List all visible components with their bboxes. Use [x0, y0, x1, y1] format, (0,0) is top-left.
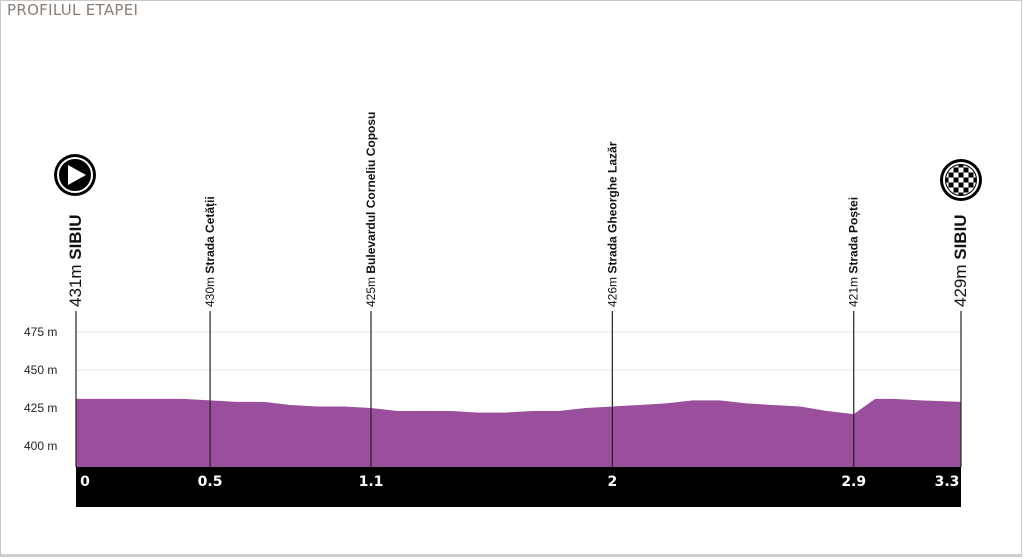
y-tick-label: 425 m	[24, 401, 57, 415]
waypoint-altitude: 421m	[847, 274, 861, 307]
waypoint-name: Bulevardul Corneliu Coposu	[364, 112, 378, 274]
waypoint-label: 430m Strada Cetății	[203, 196, 217, 307]
icon-ring	[943, 162, 979, 198]
checkered-flag	[946, 165, 976, 195]
waypoint-name: Strada Cetății	[203, 196, 217, 273]
x-tick-label: 2.9	[841, 474, 866, 490]
waypoint-label: 426m Strada Gheorghe Lazăr	[605, 141, 619, 307]
waypoint-label: 425m Bulevardul Corneliu Coposu	[364, 112, 378, 307]
y-tick-label: 400 m	[24, 439, 57, 453]
waypoint-altitude: 431m	[66, 260, 85, 307]
y-tick-label: 450 m	[24, 363, 57, 377]
start-icon	[54, 154, 96, 196]
waypoint-labels: 431m SIBIU 430m Strada Cetății 425m Buleva…	[66, 112, 970, 307]
icon-ring	[57, 157, 93, 193]
x-tick-label: 2	[607, 474, 617, 490]
x-axis-labels: 0 0.5 1.1 2 2.9 3.3	[80, 474, 959, 490]
x-tick-label: 1.1	[359, 474, 384, 490]
x-tick-label: 0	[80, 474, 90, 490]
waypoint-label: 421m Strada Poștei	[847, 197, 861, 307]
distance-bar	[76, 467, 961, 507]
waypoint-lines	[75, 311, 962, 467]
waypoint-altitude: 430m	[203, 274, 217, 307]
grid-layer	[76, 331, 961, 371]
waypoint-label: 431m SIBIU	[66, 214, 85, 307]
endpoint-icons	[54, 154, 982, 201]
waypoint-name: SIBIU	[951, 214, 970, 259]
distance-bar-rect	[76, 467, 961, 507]
waypoint-name: SIBIU	[66, 214, 85, 259]
waypoint-altitude: 425m	[364, 274, 378, 307]
y-axis-labels: 400 m 425 m 450 m 475 m	[24, 325, 57, 453]
waypoint-label: 429m SIBIU	[951, 214, 970, 307]
x-tick-label: 0.5	[198, 474, 223, 490]
y-tick-label: 475 m	[24, 325, 57, 339]
waypoint-altitude: 426m	[605, 274, 619, 307]
waypoint-name: Strada Gheorghe Lazăr	[605, 141, 619, 273]
x-tick-label: 3.3	[935, 474, 960, 490]
finish-icon	[940, 159, 982, 201]
elevation-profile-area	[76, 398, 961, 467]
waypoint-altitude: 429m	[951, 260, 970, 307]
play-triangle	[68, 165, 86, 185]
section-title: PROFILUL ETAPEI	[7, 1, 139, 19]
profile-area-layer	[76, 398, 961, 467]
waypoint-name: Strada Poștei	[847, 197, 861, 274]
